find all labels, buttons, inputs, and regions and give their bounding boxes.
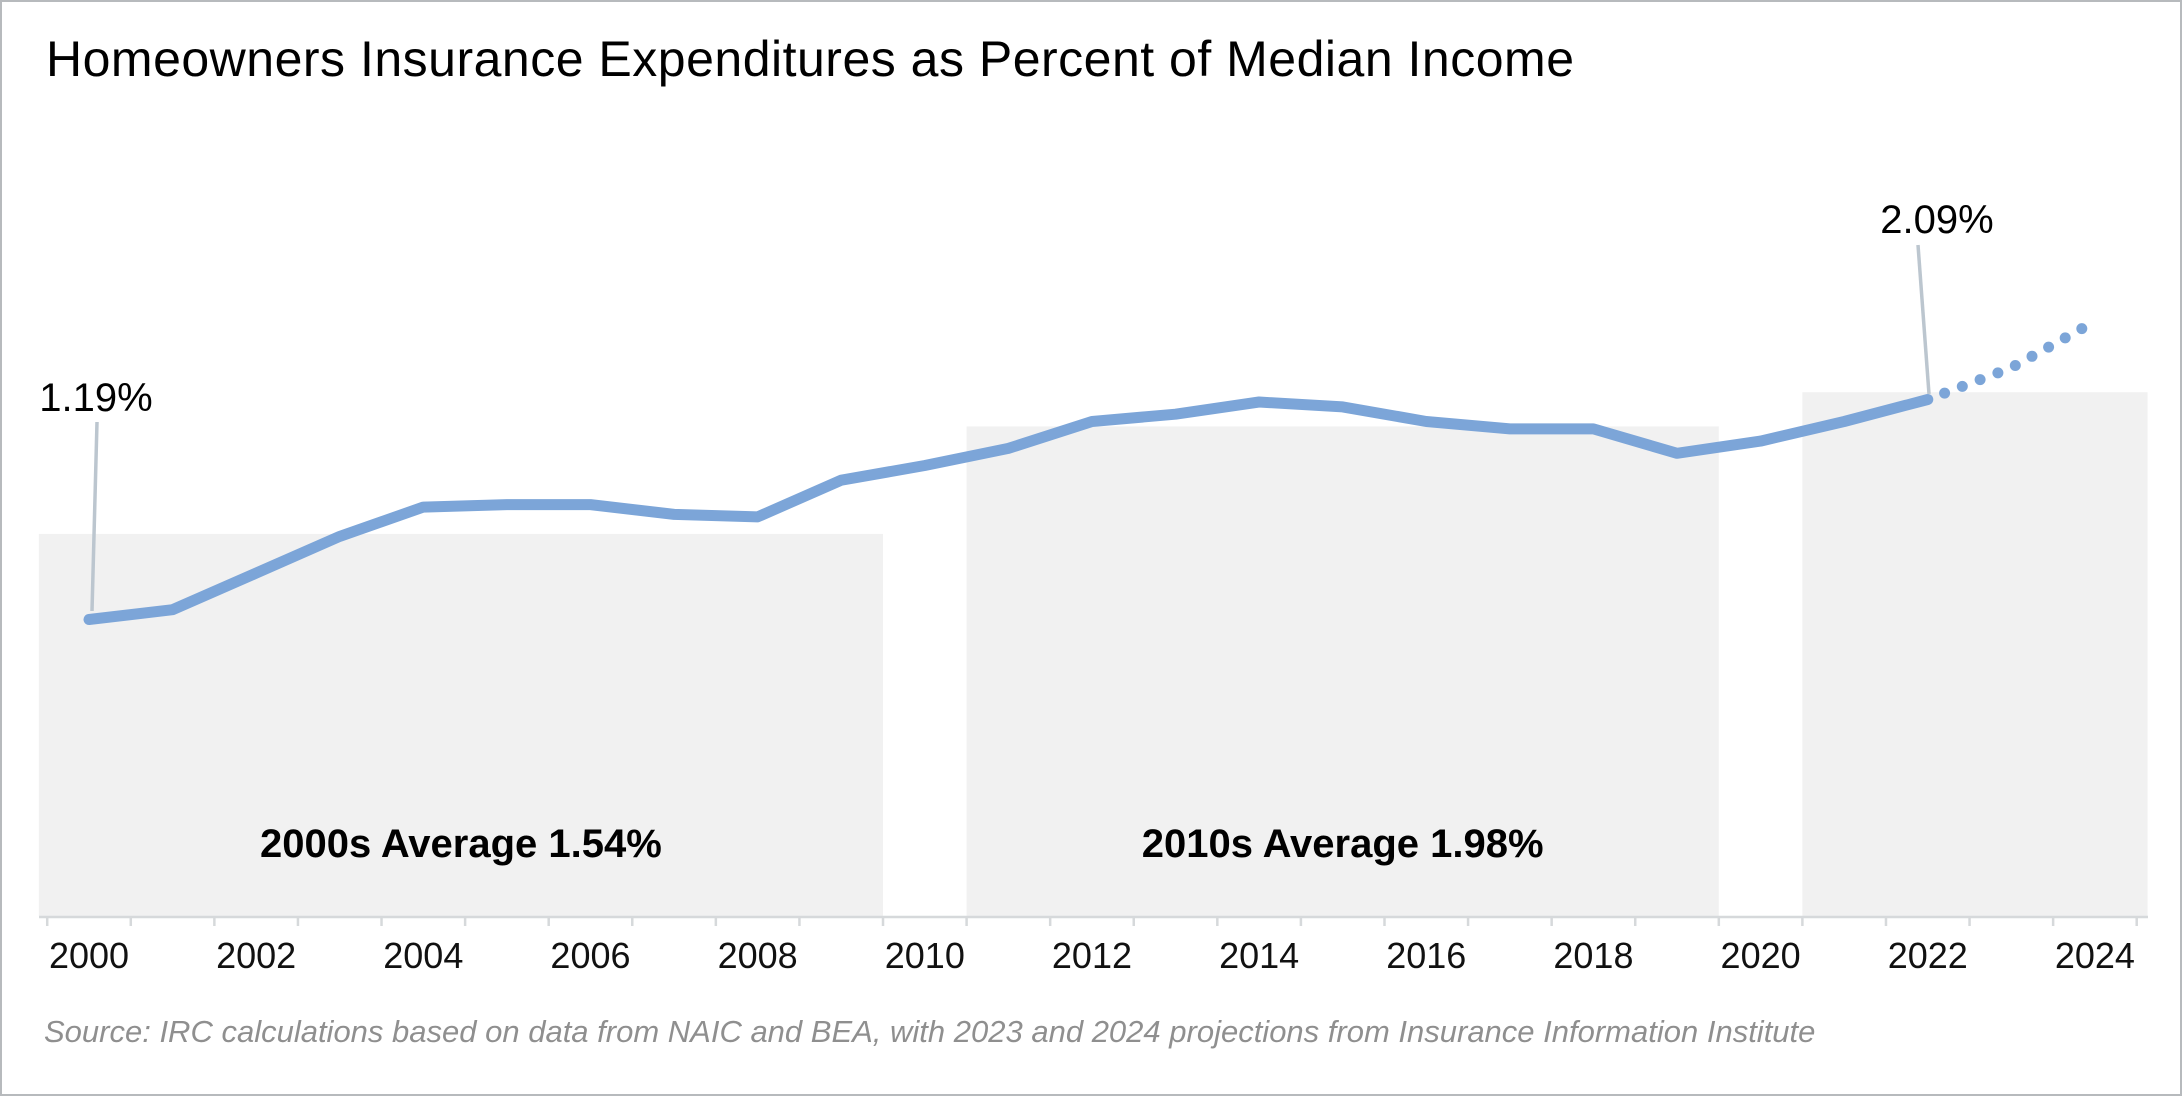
callout-line-2000 (90, 421, 99, 612)
projection-dot (2009, 360, 2021, 371)
expenditure-line (83, 394, 1934, 625)
callout-line-2022 (1916, 244, 1931, 395)
decade-average-box-1 (966, 426, 1719, 916)
projection-dot (1992, 367, 2004, 379)
source-note: Source: IRC calculations based on data f… (44, 1014, 1816, 1049)
projection-dot (2043, 341, 2055, 353)
projection-dot (2076, 323, 2088, 335)
decade-average-box-0 (38, 533, 884, 916)
projection-dot (1956, 380, 1968, 392)
projection-dot (2026, 350, 2038, 362)
chart-title: Homeowners Insurance Expenditures as Per… (46, 31, 1575, 87)
decade-average-box-2 (1802, 392, 2148, 916)
projection-dot (2059, 332, 2071, 344)
projection-dot (1939, 387, 1951, 399)
projection-dot (1974, 374, 1986, 386)
